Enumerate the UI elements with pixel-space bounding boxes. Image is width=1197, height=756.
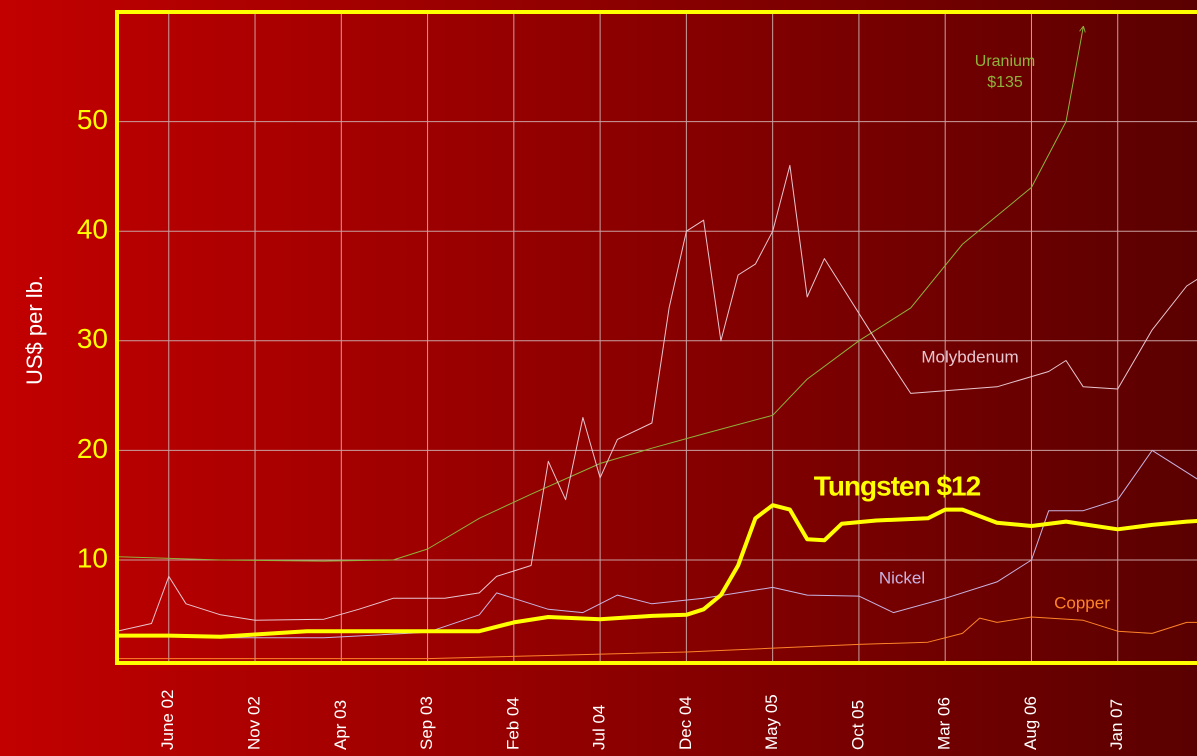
series-line: [116, 164, 1197, 632]
x-tick-label: Dec 04: [676, 696, 695, 750]
y-tick-label: 10: [77, 542, 108, 573]
y-tick-label: 40: [77, 214, 108, 245]
x-tick-label: Oct 05: [848, 700, 867, 750]
x-tick-label: Aug 06: [1021, 696, 1040, 750]
y-tick-label: 20: [77, 433, 108, 464]
x-tick-label: Nov 02: [245, 696, 264, 750]
annotation: Uranium: [975, 53, 1035, 70]
y-tick-label: 30: [77, 323, 108, 354]
x-tick-label: Mar 06: [935, 697, 954, 750]
x-tick-label: Apr 03: [331, 700, 350, 750]
series-line: [117, 616, 1197, 660]
plot-border: [115, 10, 1197, 665]
series-line: [116, 27, 1083, 562]
y-axis-label: US$ per lb.: [22, 275, 47, 385]
x-tick-label: June 02: [158, 690, 177, 751]
annotation: Tungsten $12: [814, 470, 981, 501]
series-line: [116, 449, 1197, 639]
annotation: Molybdenum: [921, 347, 1018, 366]
annotation: Nickel: [879, 568, 925, 587]
y-tick-label: 50: [77, 104, 108, 135]
annotation: $135: [987, 74, 1023, 91]
x-tick-label: Sep 03: [417, 696, 436, 750]
x-tick-label: Jan 07: [1107, 699, 1126, 750]
x-tick-label: Jul 04: [590, 705, 609, 750]
x-tick-label: May 05: [762, 694, 781, 750]
annotation: Copper: [1054, 593, 1110, 612]
series-line: [117, 503, 1197, 639]
x-tick-label: Jun 07: [1193, 699, 1197, 750]
x-tick-label: Feb 04: [503, 697, 522, 750]
